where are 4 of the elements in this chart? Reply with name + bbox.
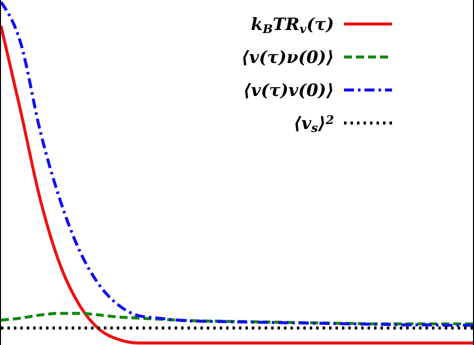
legend-label: ⟨v(τ)v(0)⟩ [243, 81, 334, 101]
legend-label: ⟨v(τ)ν(0)⟩ [241, 48, 334, 68]
legend-label: ⟨v$_{s}$⟩$^{2}$ [294, 112, 334, 135]
legend-label: k$_{B}$TR$_{v}$(τ) [250, 15, 334, 36]
